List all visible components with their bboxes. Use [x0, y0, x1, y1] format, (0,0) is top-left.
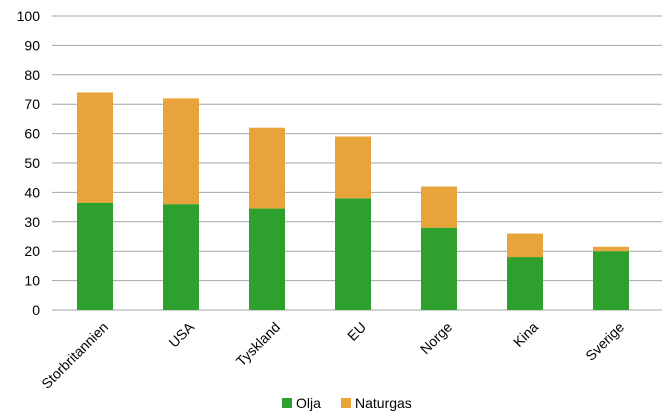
x-category-label: Tyskland [233, 319, 283, 369]
legend: Olja Naturgas [282, 395, 412, 411]
bar-olja-usa [163, 204, 199, 310]
bar-naturgas-tyskland [249, 127, 285, 209]
bar-olja-norge [421, 227, 457, 310]
x-category-label: USA [165, 318, 197, 350]
x-axis-category-labels: Storbritannien USA Tyskland EU Norge Kina Sver… [38, 318, 627, 391]
legend-label-olja: Olja [296, 395, 321, 411]
x-category-label: Norge [417, 319, 455, 357]
bar-olja-storbritannien [77, 202, 113, 310]
y-tick-label: 0 [32, 302, 40, 318]
bar-naturgas-usa [163, 98, 199, 205]
y-tick-label: 60 [24, 126, 40, 142]
x-category-label: EU [344, 319, 369, 344]
y-tick-label: 100 [17, 8, 41, 24]
x-category-label: Sverige [582, 319, 627, 364]
bar-olja-eu [335, 198, 371, 310]
bar-naturgas-kina [507, 233, 543, 258]
y-tick-label: 80 [24, 67, 40, 83]
bar-naturgas-norge [421, 186, 457, 228]
x-category-label: Storbritannien [38, 319, 111, 392]
legend-swatch-naturgas [341, 398, 351, 408]
bar-olja-kina [507, 257, 543, 310]
y-tick-label: 70 [24, 96, 40, 112]
legend-label-naturgas: Naturgas [355, 395, 412, 411]
legend-swatch-olja [282, 398, 292, 408]
y-tick-label: 90 [24, 37, 40, 53]
bar-naturgas-eu [335, 136, 371, 199]
bars [77, 92, 629, 310]
bar-olja-tyskland [249, 208, 285, 310]
bar-olja-sverige [593, 251, 629, 310]
y-tick-label: 10 [24, 273, 40, 289]
x-category-label: Kina [510, 319, 541, 350]
y-tick-label: 40 [24, 184, 40, 200]
bar-naturgas-sverige [593, 246, 629, 252]
bar-naturgas-storbritannien [77, 92, 113, 203]
y-tick-label: 50 [24, 155, 40, 171]
y-tick-label: 30 [24, 214, 40, 230]
y-axis-tick-labels: 0 10 20 30 40 50 60 70 80 90 100 [17, 8, 41, 318]
y-tick-label: 20 [24, 243, 40, 259]
